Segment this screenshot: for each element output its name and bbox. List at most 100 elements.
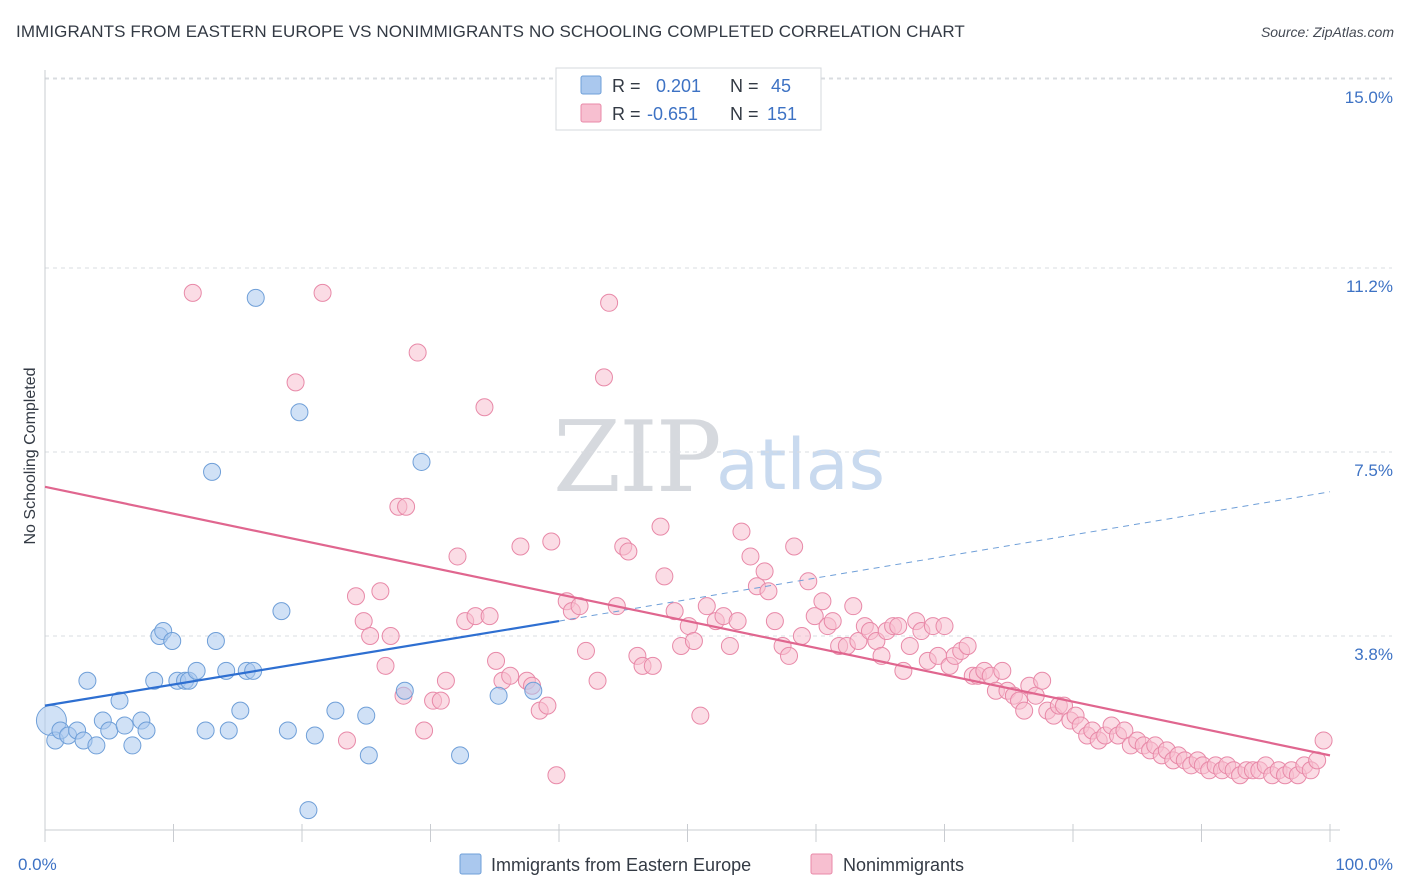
immigrant-point <box>100 721 119 740</box>
nonimmigrant-point <box>361 627 380 646</box>
legend: Immigrants from Eastern Europe Nonimmigr… <box>459 853 964 875</box>
nonimmigrant-point <box>431 691 450 710</box>
nonimmigrant-point <box>1033 671 1052 690</box>
nonimmigrant-point <box>780 646 799 665</box>
nonimmigrant-point <box>576 641 595 660</box>
stats-swatch-nonimmigrants <box>580 103 602 123</box>
immigrant-point <box>196 721 215 740</box>
stats-n-value-nonimmigrants: 151 <box>767 104 797 124</box>
nonimmigrant-point <box>720 636 739 655</box>
immigrant-point <box>219 721 238 740</box>
nonimmigrant-point <box>588 671 607 690</box>
nonimmigrant-point <box>799 572 818 591</box>
gridlines <box>45 77 1392 637</box>
trend-lines <box>44 485 1331 757</box>
nonimmigrant-point <box>792 627 811 646</box>
immigrant-point <box>395 681 414 700</box>
nonimmigrant-point <box>511 537 530 556</box>
y-axis-label: No Schooling Completed <box>22 368 39 545</box>
nonimmigrant-point <box>935 617 954 636</box>
nonimmigrant-point <box>313 283 332 302</box>
nonimmigrant-point <box>542 532 561 551</box>
nonimmigrant-point <box>823 612 842 631</box>
immigrant-point <box>187 661 206 680</box>
nonimmigrant-point <box>732 522 751 541</box>
nonimmigrant-point <box>381 627 400 646</box>
nonimmigrant-point <box>813 592 832 611</box>
immigrant-point <box>231 701 250 720</box>
nonimmigrants-points <box>183 283 1333 785</box>
nonimmigrant-point <box>371 582 390 601</box>
stats-r-value-immigrants: 0.201 <box>656 76 701 96</box>
nonimmigrant-point <box>501 666 520 685</box>
y-tick-label: 7.5% <box>1354 461 1393 480</box>
stats-r-value-nonimmigrants: -0.651 <box>647 104 698 124</box>
immigrant-point <box>326 701 345 720</box>
nonimmigrant-point <box>755 562 774 581</box>
nonimmigrant-point <box>665 602 684 621</box>
nonimmigrant-point <box>849 631 868 650</box>
x-tick-label-max: 100.0% <box>1335 855 1393 874</box>
nonimmigrant-point <box>759 582 778 601</box>
immigrant-point <box>278 721 297 740</box>
immigrant-point <box>206 631 225 650</box>
immigrant-point <box>359 746 378 765</box>
nonimmigrant-point <box>728 612 747 631</box>
legend-swatch-immigrants <box>459 853 482 875</box>
immigrant-point <box>272 602 291 621</box>
nonimmigrant-point <box>958 636 977 655</box>
nonimmigrant-point <box>889 617 908 636</box>
chart-title: IMMIGRANTS FROM EASTERN EUROPE VS NONIMM… <box>16 22 965 41</box>
nonimmigrant-point <box>684 631 703 650</box>
immigrant-point <box>115 716 134 735</box>
immigrant-point <box>145 671 164 690</box>
stats-n-label-immigrants: N = <box>730 76 759 96</box>
immigrants-points <box>35 288 543 820</box>
nonimmigrant-point <box>651 517 670 536</box>
nonimmigrant-point <box>619 542 638 561</box>
nonimmigrant-point <box>785 537 804 556</box>
nonimmigrant-point <box>1015 701 1034 720</box>
watermark-zip: ZIP <box>553 401 720 515</box>
immigrant-point <box>163 631 182 650</box>
nonimmigrant-point <box>354 612 373 631</box>
nonimmigrant-point <box>691 706 710 725</box>
immigrant-point <box>123 736 142 755</box>
immigrant-point <box>203 462 222 481</box>
nonimmigrant-point <box>844 597 863 616</box>
nonimmigrant-point <box>480 607 499 626</box>
stats-n-label-nonimmigrants: N = <box>730 104 759 124</box>
nonimmigrant-point <box>805 607 824 626</box>
stats-box: R = 0.201 N = 45 R = -0.651 N = 151 <box>555 67 822 131</box>
nonimmigrant-point <box>487 651 506 670</box>
legend-label-nonimmigrants: Nonimmigrants <box>843 855 964 875</box>
nonimmigrant-point <box>1115 721 1134 740</box>
immigrant-point <box>357 706 376 725</box>
nonimmigrant-point <box>183 283 202 302</box>
x-axis-ticks <box>44 824 1331 842</box>
nonimmigrant-point <box>538 696 557 715</box>
y-tick-labels: 3.8% 7.5% 11.2% 15.0% <box>1345 88 1393 664</box>
nonimmigrant-point <box>697 597 716 616</box>
immigrant-point <box>412 452 431 471</box>
y-tick-label: 11.2% <box>1346 277 1393 296</box>
source-credit: Source: ZipAtlas.com <box>1260 24 1394 40</box>
y-tick-label: 3.8% <box>1354 645 1393 664</box>
immigrant-point <box>78 671 97 690</box>
immigrant-point <box>489 686 508 705</box>
nonimmigrant-point <box>475 398 494 417</box>
immigrant-point <box>87 736 106 755</box>
immigrant-point <box>110 691 129 710</box>
nonimmigrant-point <box>408 343 427 362</box>
nonimmigrant-point <box>600 293 619 312</box>
immigrant-point <box>305 726 324 745</box>
nonimmigrant-point <box>415 721 434 740</box>
nonimmigrant-point <box>594 368 613 387</box>
nonimmigrant-point <box>993 661 1012 680</box>
legend-swatch-nonimmigrants <box>810 853 833 875</box>
nonimmigrant-point <box>741 547 760 566</box>
nonimmigrant-point <box>337 731 356 750</box>
nonimmigrant-point <box>765 612 784 631</box>
stats-swatch-immigrants <box>580 75 602 95</box>
